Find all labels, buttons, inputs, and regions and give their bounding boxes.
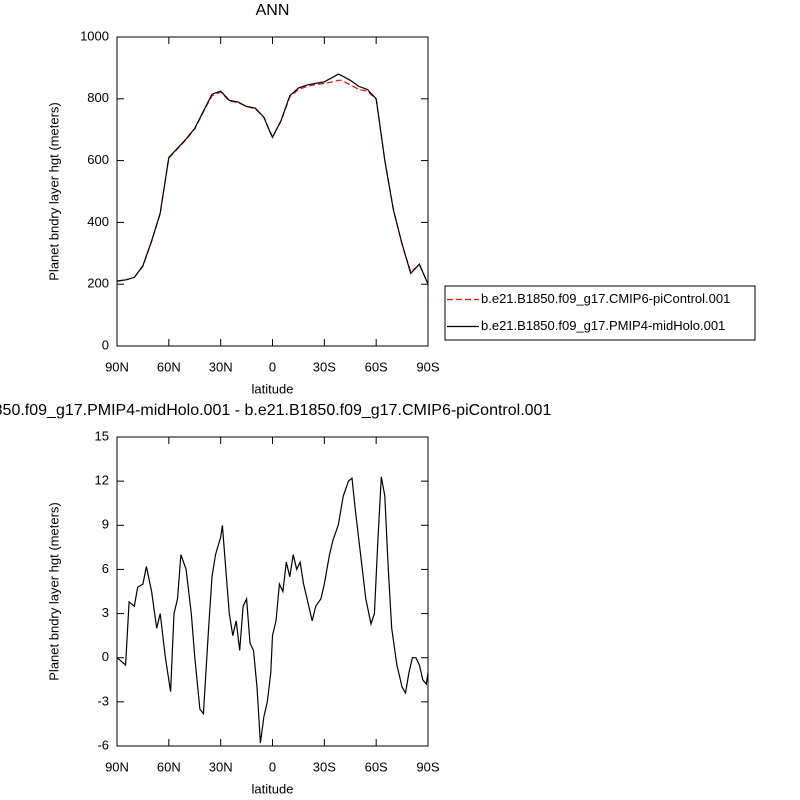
y-tick-label: 0 [102,337,109,352]
plot-frame [116,436,429,747]
x-tick-label: 90N [105,759,129,774]
x-tick-label: 60S [365,359,388,374]
data-line [116,79,429,284]
y-tick-label: 600 [87,152,109,167]
y-axis-title: Planet bndry layer hgt (meters) [46,502,61,680]
data-line [116,73,429,285]
x-tick-label: 30N [209,359,233,374]
y-tick-label: 3 [102,605,109,620]
x-tick-label: 0 [269,359,276,374]
y-tick-label: 9 [102,517,109,532]
y-tick-label: -6 [97,737,109,752]
x-tick-label: 0 [269,759,276,774]
x-tick-label: 60S [365,759,388,774]
y-tick-label: -3 [97,693,109,708]
legend-box [444,285,756,341]
x-axis-title: latitude [252,781,294,796]
y-tick-label: 6 [102,561,109,576]
x-tick-label: 90N [105,359,129,374]
x-tick-label: 30N [209,759,233,774]
y-tick-label: 15 [95,428,109,443]
y-tick-label: 0 [102,649,109,664]
chart-title: ANN [256,2,290,19]
x-tick-label: 60N [157,759,181,774]
x-tick-label: 90S [416,759,439,774]
x-tick-label: 90S [416,359,439,374]
plot-frame [116,36,429,347]
legend-label: b.e21.B1850.f09_g17.PMIP4-midHolo.001 [481,318,725,333]
y-tick-label: 12 [95,473,109,488]
x-tick-label: 30S [313,759,336,774]
y-tick-label: 1000 [80,28,109,43]
chart-title: 850.f09_g17.PMIP4-midHolo.001 - b.e21.B1… [0,402,551,419]
x-axis-title: latitude [252,381,294,396]
legend-label: b.e21.B1850.f09_g17.CMIP6-piControl.001 [481,291,730,306]
y-axis-title: Planet bndry layer hgt (meters) [46,102,61,280]
x-tick-label: 60N [157,359,181,374]
y-tick-label: 800 [87,90,109,105]
y-tick-label: 400 [87,214,109,229]
y-tick-label: 200 [87,276,109,291]
data-line [116,476,429,744]
x-tick-label: 30S [313,359,336,374]
